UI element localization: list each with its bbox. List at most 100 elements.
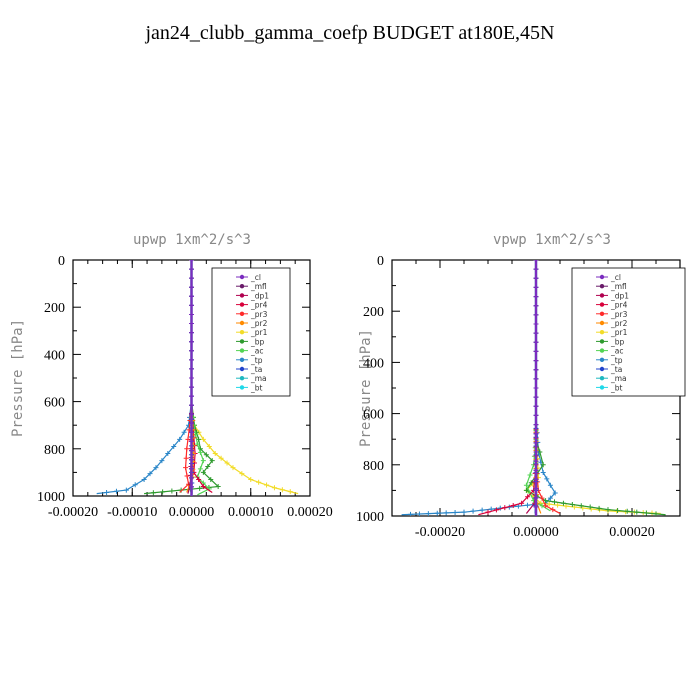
series-marker — [189, 466, 194, 472]
series-marker — [248, 476, 254, 482]
legend-marker — [239, 385, 245, 390]
series-marker — [533, 476, 539, 482]
series-marker — [189, 293, 194, 299]
legend-marker — [599, 274, 605, 280]
series-marker — [624, 508, 630, 514]
series-marker — [614, 508, 620, 514]
series-marker — [189, 484, 194, 490]
series-marker — [208, 476, 214, 482]
x-tick-label: -0.00020 — [415, 525, 465, 540]
series-marker — [224, 460, 230, 466]
legend-box — [211, 267, 291, 397]
series-marker — [533, 303, 539, 309]
series-marker — [256, 479, 262, 485]
series-marker — [189, 402, 194, 408]
series-marker — [519, 500, 525, 506]
series-marker — [206, 443, 212, 449]
legend-label: _tp — [250, 356, 263, 365]
series-marker — [218, 455, 224, 461]
series-marker — [533, 467, 539, 473]
series-marker — [189, 311, 194, 317]
legend-marker — [599, 330, 605, 335]
legend-label: _dp1 — [250, 291, 269, 300]
series-marker — [189, 330, 194, 336]
series-marker — [200, 469, 206, 475]
page-title: jan24_clubb_gamma_coefp BUDGET at180E,45… — [145, 22, 555, 44]
series-marker — [552, 499, 558, 505]
series-marker — [197, 485, 203, 491]
series-marker — [408, 511, 414, 516]
series-marker — [528, 480, 534, 486]
series-marker — [533, 348, 539, 354]
legend-label: _mfl — [610, 282, 627, 291]
series-marker — [209, 458, 215, 464]
series-marker — [544, 476, 550, 482]
series-marker — [153, 465, 159, 471]
legend-label: _mfl — [250, 282, 267, 291]
series-marker — [560, 500, 566, 506]
legend-label: _ta — [250, 365, 262, 374]
y-tick-label: 200 — [363, 305, 384, 320]
series-marker — [452, 510, 458, 516]
series-marker — [200, 436, 206, 442]
legend-label: _cl — [250, 273, 261, 282]
series-marker — [533, 504, 539, 510]
series-marker — [189, 384, 194, 390]
series-marker — [533, 422, 539, 428]
series-marker — [547, 495, 553, 501]
series-marker — [533, 495, 539, 501]
series-marker — [197, 449, 203, 455]
series-marker — [264, 482, 270, 488]
series-marker — [546, 501, 552, 507]
legend-label: _bp — [610, 337, 625, 346]
legend-label: _pr2 — [610, 319, 628, 328]
series-marker — [147, 471, 153, 477]
series-marker — [215, 484, 221, 490]
series-marker — [563, 503, 569, 509]
series-marker — [200, 458, 206, 464]
series-marker — [189, 348, 194, 354]
legend: _cl_mfl_dp1_pr4_pr3_pr2_pr1_bp_ac_tp_ta_… — [211, 267, 291, 397]
series-marker — [533, 339, 539, 345]
series-marker — [555, 502, 561, 508]
series-marker — [550, 507, 556, 513]
series-line-tp — [96, 260, 193, 495]
series-marker — [510, 502, 516, 508]
legend-marker — [599, 357, 605, 362]
series-marker — [239, 471, 245, 477]
series-marker — [183, 465, 189, 471]
series-marker — [533, 358, 539, 364]
legend-marker — [239, 376, 245, 381]
series-marker — [533, 330, 539, 336]
legend-label: _pr4 — [610, 301, 628, 310]
y-tick-label: 0 — [58, 254, 65, 269]
series-marker — [189, 439, 194, 445]
legend-label: _pr1 — [250, 328, 268, 337]
legend-label: _pr3 — [250, 310, 268, 319]
y-tick-label: 800 — [44, 443, 65, 458]
series-marker — [533, 376, 539, 382]
series-marker — [189, 357, 194, 363]
series-marker — [533, 412, 539, 418]
series-marker — [279, 487, 285, 493]
legend-label: _pr4 — [250, 301, 268, 310]
legend-label: _pr2 — [250, 319, 268, 328]
series-marker — [212, 451, 218, 457]
series-marker — [533, 266, 539, 272]
y-tick-label: 600 — [363, 408, 384, 423]
series-marker — [189, 420, 194, 426]
series-marker — [141, 476, 147, 482]
series-marker — [533, 260, 539, 263]
series-marker — [523, 487, 529, 493]
x-tick-label: 0.00020 — [609, 525, 655, 540]
series-marker — [569, 501, 575, 507]
series-marker — [540, 469, 546, 475]
y-axis-label: Pressure [hPa] — [10, 319, 26, 437]
series-marker — [653, 511, 659, 516]
legend-label: _bt — [610, 383, 623, 392]
legend-label: _ma — [610, 374, 627, 383]
series-marker — [596, 505, 602, 511]
series-marker — [184, 446, 190, 452]
x-tick-label: -0.00010 — [107, 505, 157, 520]
